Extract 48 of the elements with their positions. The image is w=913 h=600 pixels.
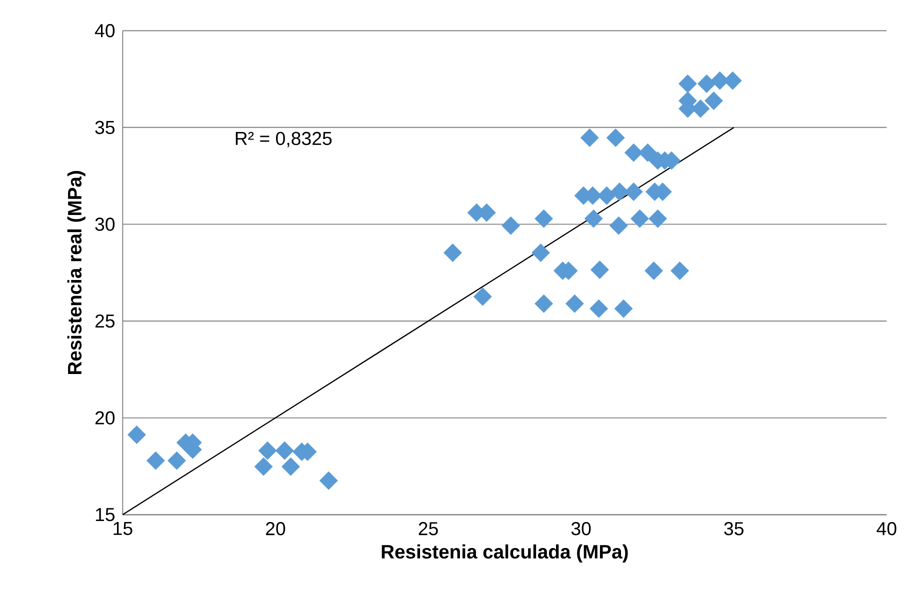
- x-tick-label: 35: [724, 522, 744, 536]
- point: [624, 182, 643, 201]
- point: [502, 216, 520, 235]
- x-tick-label: 25: [418, 522, 438, 536]
- point: [590, 300, 608, 318]
- y-tick-label: 15: [96, 508, 115, 522]
- point: [678, 74, 697, 93]
- point: [648, 210, 667, 228]
- point: [590, 260, 609, 279]
- point: [606, 128, 625, 147]
- point: [704, 92, 723, 110]
- y-tick-label: 20: [95, 411, 115, 424]
- y-tick-label: 40: [94, 24, 115, 38]
- point: [698, 74, 716, 93]
- x-tick-label: 15: [114, 522, 132, 536]
- y-axis-title: Resistencia real (MPa): [67, 171, 86, 374]
- point: [534, 294, 553, 313]
- y-tick-label: 25: [95, 314, 115, 328]
- y-tick-label: 35: [95, 120, 115, 134]
- point: [320, 471, 338, 490]
- point: [276, 441, 294, 460]
- point: [474, 288, 492, 306]
- point: [610, 216, 628, 235]
- y-tick-label: 30: [95, 218, 115, 231]
- point: [584, 210, 603, 228]
- point: [534, 210, 553, 228]
- point: [580, 128, 599, 147]
- point: [670, 262, 689, 280]
- x-tick-label: 40: [876, 522, 896, 536]
- point: [146, 452, 165, 470]
- point: [598, 186, 616, 205]
- point: [566, 294, 584, 313]
- point: [258, 441, 277, 460]
- x-axis-title: Resistenia calculada (MPa): [382, 544, 628, 562]
- point: [282, 458, 300, 476]
- point: [624, 144, 643, 162]
- point: [614, 300, 633, 318]
- point: [168, 452, 186, 470]
- x-tick-label: 30: [571, 522, 591, 536]
- point: [532, 244, 550, 262]
- point: [444, 244, 462, 262]
- point: [644, 262, 663, 280]
- x-tick-label: 20: [266, 522, 286, 536]
- point: [638, 144, 657, 162]
- point: [630, 210, 649, 228]
- point: [128, 426, 146, 444]
- point: [254, 458, 273, 476]
- annotation: R² = 0,8325: [236, 132, 332, 148]
